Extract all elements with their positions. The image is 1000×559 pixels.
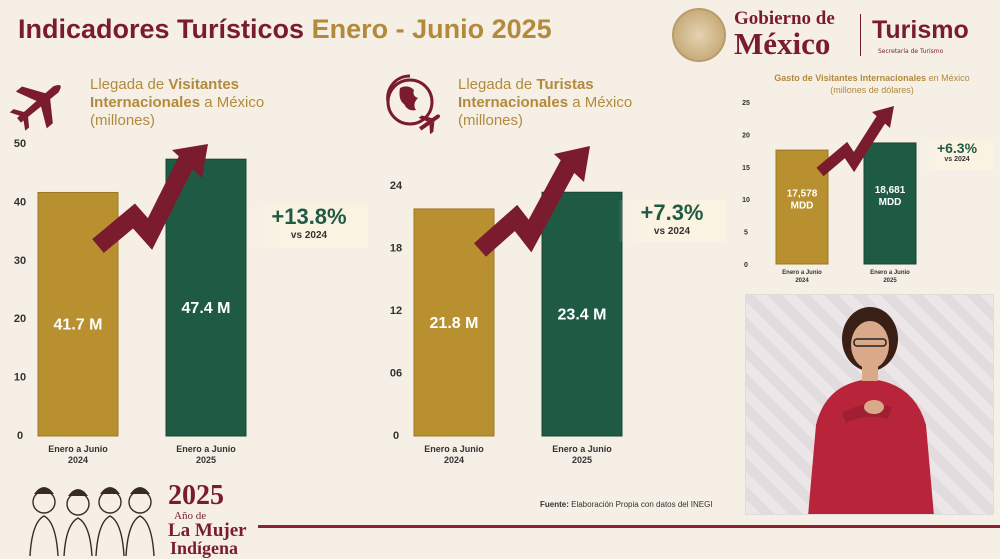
chart1-head-line2-bold: Internacionales	[90, 94, 201, 111]
interpreter-figure-icon	[808, 307, 934, 514]
chart2-category-label: 2025	[572, 455, 592, 465]
chart3-change-badge: +6.3% vs 2024	[920, 140, 994, 170]
chart2-trend-arrow-icon	[474, 157, 578, 257]
chart2-ytick: 06	[390, 368, 402, 380]
chart2-head-bold: Turistas	[536, 76, 594, 93]
source-text: Elaboración Propia con datos del INEGI	[568, 500, 713, 509]
title-period: Enero - Junio 2025	[311, 14, 552, 44]
chart1-head-line2-rest: a México	[200, 94, 265, 111]
title-main: Indicadores Turísticos	[18, 14, 305, 44]
national-seal-icon	[672, 8, 726, 62]
chart2-heading: Llegada de Turistas Internacionales a Mé…	[458, 76, 718, 130]
chart2-ytick: 24	[390, 180, 403, 192]
chart3-bar-2	[863, 142, 917, 265]
chart1-heading: Llegada de Visitantes Internacionales a …	[90, 76, 350, 130]
chart1-head-units: (millones)	[90, 112, 156, 129]
chart2-arrowhead-icon	[554, 146, 590, 182]
chart1-bar-2	[165, 158, 247, 437]
chart3-category-label: 2024	[795, 278, 809, 284]
chart3-ytick: 0	[744, 262, 748, 269]
chart1-category-label: 2025	[196, 455, 216, 465]
chart3-category-label: 2025	[883, 278, 897, 284]
chart3-ytick: 25	[742, 100, 750, 107]
chart1-ytick: 30	[14, 255, 26, 267]
dept-name: Turismo	[872, 16, 969, 44]
chart2-change-badge: +7.3% vs 2024	[618, 200, 726, 242]
source-label: Fuente:	[540, 500, 569, 509]
chart2-head-line2-rest: a México	[568, 94, 633, 111]
chart2-ytick: 12	[390, 305, 402, 317]
page-title: Indicadores Turísticos Enero - Junio 202…	[18, 14, 552, 45]
chart1-value-label: 41.7 M	[54, 317, 103, 334]
chart1-ytick: 50	[14, 138, 26, 150]
chart3-trend-arrow-icon	[816, 115, 887, 177]
chart2-value-label: 23.4 M	[558, 306, 607, 323]
chart1-vs: vs 2024	[290, 230, 328, 241]
chart2-vs: vs 2024	[653, 226, 691, 237]
chart1-ytick: 20	[14, 313, 26, 325]
chart2-category-label: Enero a Junio	[424, 444, 484, 454]
chart3-head-units: (millones de dólares)	[830, 85, 914, 95]
chart3-value-label: 18,681	[875, 185, 906, 196]
logo-divider	[860, 14, 861, 56]
la-mujer-label: La Mujer	[168, 520, 247, 541]
chart3-head-bold: Gasto de Visitantes Internacionales	[774, 73, 927, 83]
chart2-ytick: 18	[390, 243, 402, 255]
chart3-value-label: 17,578	[787, 188, 818, 199]
chart1-ytick: 10	[14, 372, 26, 384]
chart3-change: +6.3%	[936, 140, 978, 156]
chart2-head-prefix: Llegada de	[458, 76, 537, 93]
chart1-category-label: 2024	[68, 455, 88, 465]
gov-line2: México	[734, 26, 831, 61]
ano-de-label: Año de	[174, 510, 207, 522]
chart1-head-bold: Visitantes	[168, 76, 239, 93]
chart1-trend-arrow-icon	[92, 153, 197, 253]
source-note: Fuente: Elaboración Propia con datos del…	[540, 500, 713, 509]
chart1-category-label: Enero a Junio	[48, 444, 108, 454]
year-label: 2025	[168, 480, 224, 511]
chart2-change: +7.3%	[640, 200, 704, 225]
chart2-head-units: (millones)	[458, 112, 524, 129]
indigenous-women-illustration-icon	[29, 487, 155, 556]
dept-subtitle: Secretaría de Turismo	[878, 48, 944, 55]
chart3-ytick: 5	[744, 230, 748, 237]
footer-divider	[258, 525, 1000, 528]
chart3-ytick: 15	[742, 165, 750, 172]
chart3-category-label: Enero a Junio	[870, 270, 910, 276]
chart2-category-label: Enero a Junio	[552, 444, 612, 454]
chart1-ytick: 40	[14, 196, 26, 208]
chart3-ytick: 20	[742, 132, 750, 139]
gov-line1: Gobierno de	[734, 8, 835, 29]
indigena-label: Indígena	[170, 538, 239, 558]
airplane-icon	[9, 85, 61, 131]
chart3-heading: Gasto de Visitantes Internacionales en M…	[748, 72, 996, 96]
chart3-category-label: Enero a Junio	[782, 270, 822, 276]
chart1-head-prefix: Llegada de	[90, 76, 169, 93]
chart3-value-label: MDD	[791, 200, 814, 211]
chart2-head-line2-bold: Internacionales	[458, 94, 569, 111]
chart2-bar-2	[541, 191, 623, 437]
sign-language-interpreter-video	[745, 294, 994, 515]
chart3-head-rest: en México	[926, 73, 970, 83]
chart1-change-badge: +13.8% vs 2024	[250, 204, 368, 248]
chart1-ytick: 0	[17, 430, 23, 442]
globe-plane-icon	[386, 74, 441, 135]
gobierno-logo: Gobierno de México Turismo Secretaría de…	[672, 6, 992, 62]
chart3-vs: vs 2024	[944, 156, 970, 163]
chart3-ytick: 10	[742, 197, 750, 204]
chart2-category-label: 2024	[444, 455, 464, 465]
chart3-arrowhead-icon	[872, 106, 894, 128]
chart3-value-label: MDD	[879, 197, 902, 208]
chart2-ytick: 0	[393, 430, 399, 442]
chart1-change: +13.8%	[271, 204, 347, 229]
chart1-arrowhead-icon	[172, 144, 208, 178]
mujer-indigena-logo: 2025 Año de La Mujer Indígena	[22, 472, 252, 558]
chart1-category-label: Enero a Junio	[176, 444, 236, 454]
chart1-value-label: 47.4 M	[182, 300, 231, 317]
chart2-value-label: 21.8 M	[430, 315, 479, 332]
